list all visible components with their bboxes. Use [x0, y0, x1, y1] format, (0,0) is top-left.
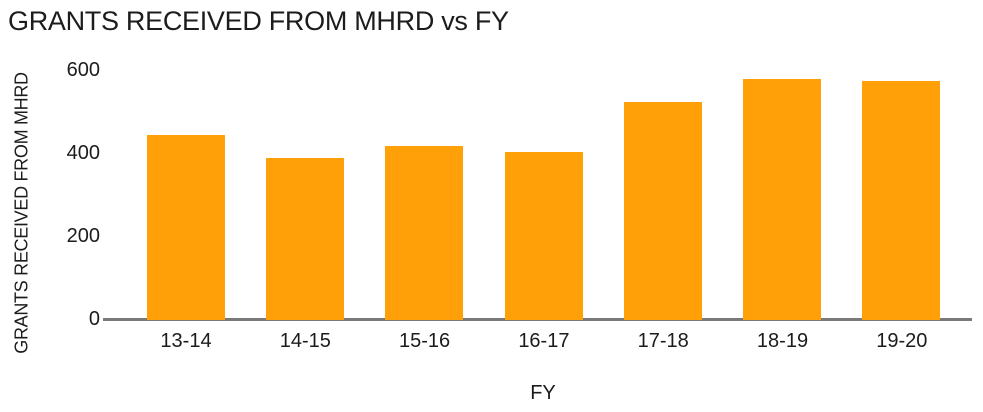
bar-16-17 [504, 152, 583, 320]
x-tick-label: 14-15 [279, 330, 331, 352]
x-tick-label: 19-20 [876, 330, 928, 352]
chart-title: GRANTS RECEIVED FROM MHRD vs FY [8, 6, 509, 36]
bar-17-18 [623, 102, 702, 320]
y-tick-label: 400 [66, 142, 100, 164]
x-tick-label: 15-16 [399, 330, 451, 352]
bar-15-16 [385, 146, 464, 320]
bar-14-15 [265, 158, 344, 320]
bar-13-14 [146, 135, 225, 320]
x-tick-label: 18-19 [756, 330, 809, 352]
x-tick-label: 17-18 [637, 330, 689, 352]
y-tick-label: 0 [88, 308, 100, 330]
x-tick-label: 16-17 [518, 330, 570, 352]
y-tick-label: 600 [66, 59, 100, 81]
y-tick-label: 200 [66, 225, 100, 247]
bar-19-20 [862, 81, 941, 320]
x-tick-label: 13-14 [160, 330, 212, 352]
bar-18-19 [743, 79, 822, 320]
x-axis-title: FY [530, 382, 556, 404]
